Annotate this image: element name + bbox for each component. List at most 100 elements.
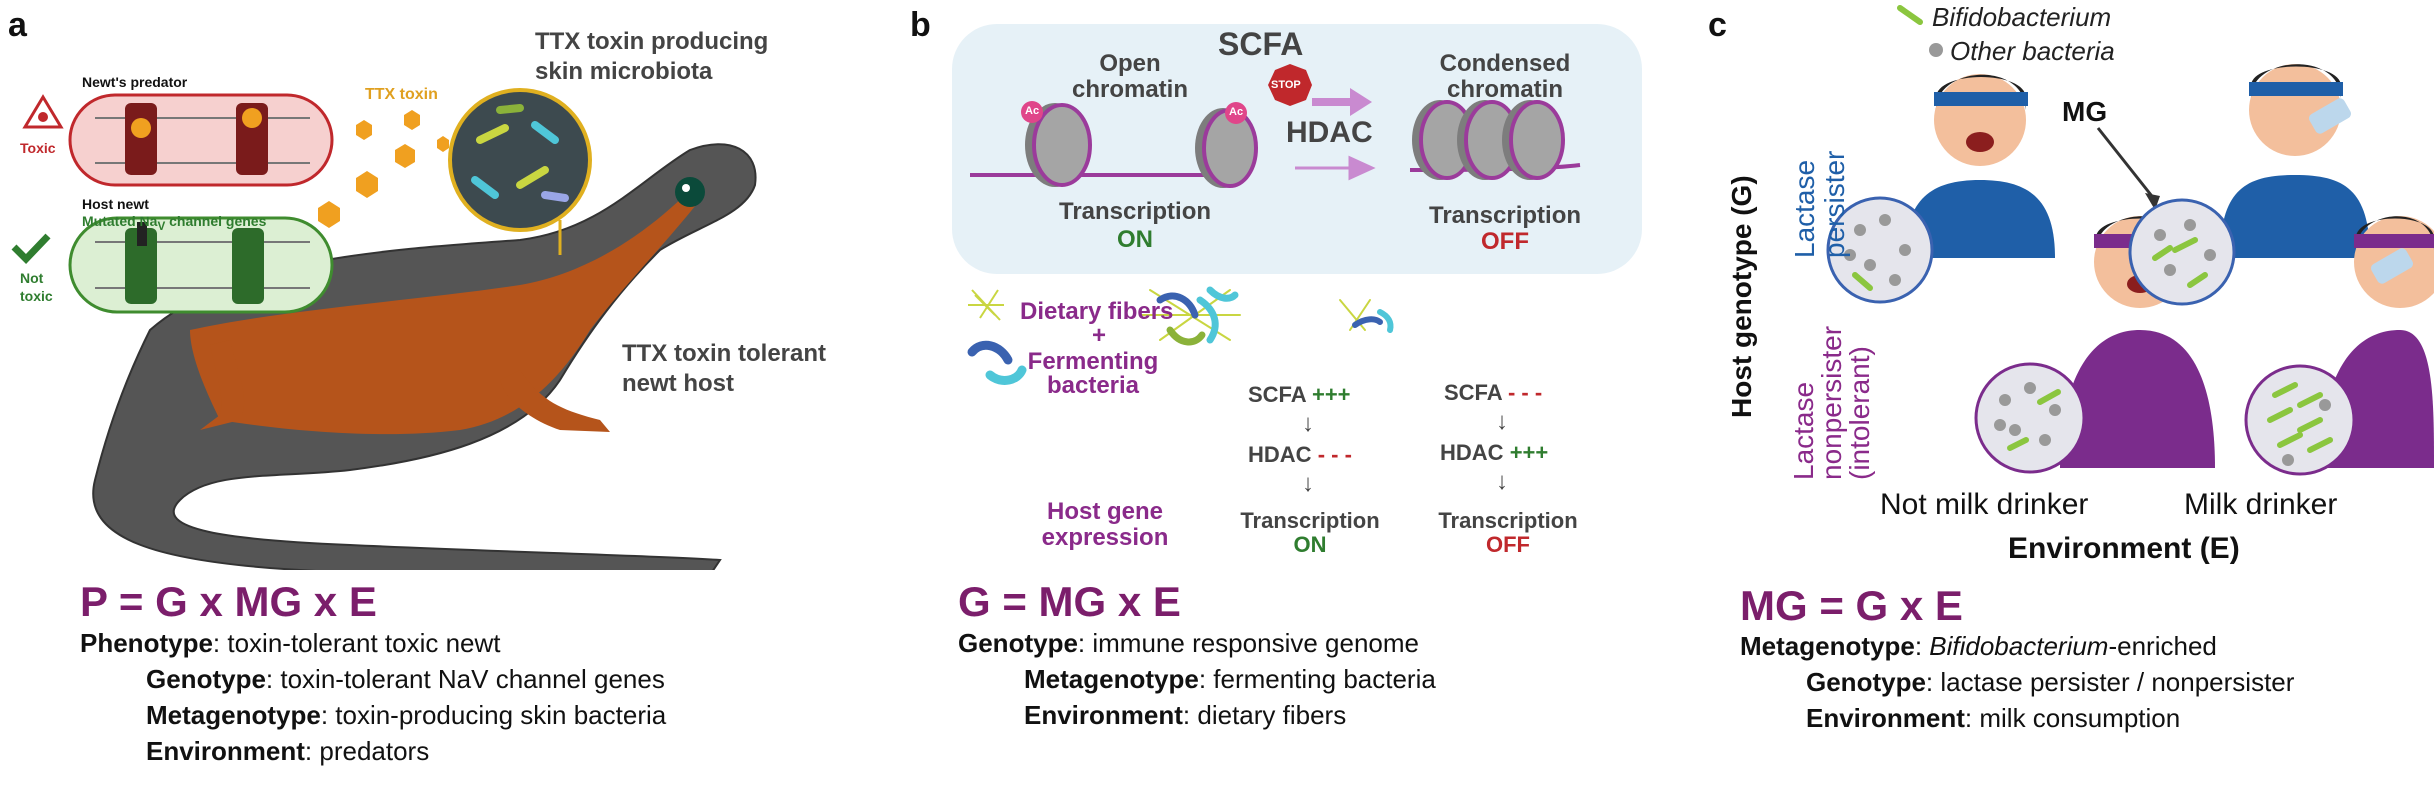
scfa-high-label: SCFA +++ bbox=[1248, 382, 1351, 407]
panel-c-line-genotype: Genotype: lactase persister / nonpersist… bbox=[1806, 667, 2295, 697]
few-fiber-bacteria bbox=[1339, 299, 1394, 333]
host-genotype-axis-label: Host genotype (G) bbox=[1726, 175, 1757, 418]
legend-bifido-swatch bbox=[1897, 5, 1923, 25]
newt-eye bbox=[675, 177, 705, 207]
gut-circle-nonpersister-not-milk bbox=[1974, 362, 2086, 474]
ac-mark-2: Ac bbox=[1229, 106, 1244, 118]
panel-b-line-genotype: Genotype: immune responsive genome bbox=[958, 628, 1419, 658]
newt-front-leg bbox=[500, 370, 610, 432]
panel-b-line-environment: Environment: dietary fibers bbox=[1024, 700, 1347, 730]
condensed-chromatin-label-2: chromatin bbox=[1446, 76, 1563, 103]
milk-bottle-top bbox=[2309, 98, 2351, 134]
environment-axis-label: Environment (E) bbox=[2008, 532, 2240, 565]
stop-label: STOP bbox=[1271, 79, 1301, 91]
chromatin-background bbox=[952, 24, 1642, 274]
lactase-persister-label: Lactase persister bbox=[1789, 150, 1850, 258]
gut-circle-nonpersister-milk bbox=[2244, 364, 2356, 476]
tolerant-label-2: newt host bbox=[622, 370, 734, 397]
fermenting-bacteria-icon bbox=[967, 340, 1027, 385]
hdac-high-label: HDAC +++ bbox=[1440, 440, 1549, 465]
open-chromatin-label-2: chromatin bbox=[1071, 76, 1188, 103]
not-toxic-label-2: toxic bbox=[20, 288, 53, 304]
panel-b-description: Genotype: immune responsive genome Metag… bbox=[958, 625, 1436, 733]
newt-belly bbox=[190, 190, 700, 435]
host-gene-label-1: Host gene bbox=[1046, 498, 1163, 525]
panel-c-label: c bbox=[1708, 6, 1727, 44]
arrow-1: ↓ bbox=[1302, 410, 1314, 437]
tolerant-label-1: TTX toxin tolerant bbox=[622, 340, 826, 367]
predator-membrane-box bbox=[68, 93, 334, 187]
ttx-toxin-hexagons bbox=[318, 110, 449, 228]
stop-sign bbox=[1268, 64, 1312, 106]
panel-c-description: Metagenotype: Bifidobacterium-enriched G… bbox=[1740, 628, 2294, 736]
panel-b-line-metagenotype: Metagenotype: fermenting bacteria bbox=[1024, 664, 1436, 694]
not-toxic-check-icon bbox=[11, 233, 51, 265]
panel-a-line-metagenotype: Metagenotype: toxin-producing skin bacte… bbox=[146, 700, 667, 730]
mutated-channel-label: Mutated NaV channel genes bbox=[82, 213, 267, 233]
panel-a-line-genotype: Genotype: toxin-tolerant NaV channel gen… bbox=[146, 664, 665, 694]
panel-c-line-metagenotype: Metagenotype: Bifidobacterium-enriched bbox=[1740, 631, 2217, 661]
open-chromatin-nucleosomes bbox=[970, 101, 1258, 188]
toxic-warning-icon bbox=[22, 94, 64, 129]
panel-c-line-environment: Environment: milk consumption bbox=[1806, 703, 2181, 733]
microbiota-bacteria bbox=[471, 104, 569, 202]
not-milk-drinker-label: Not milk drinker bbox=[1880, 488, 2089, 521]
scfa-label: SCFA bbox=[1218, 26, 1304, 62]
not-toxic-label-1: Not bbox=[20, 270, 44, 286]
lactase-diagram bbox=[1826, 5, 2434, 476]
mg-label: MG bbox=[2062, 96, 2108, 127]
newts-predator-label: Newt's predator bbox=[82, 74, 188, 90]
microbiota-label-1: TTX toxin producing bbox=[535, 28, 769, 55]
microbiota-label-2: skin microbiota bbox=[535, 58, 713, 85]
newt-illustration bbox=[11, 88, 757, 570]
dietary-fibers-label: Dietary fibers bbox=[1020, 298, 1174, 325]
lactase-nonpersister-label: Lactase nonpersister (intolerant) bbox=[1788, 325, 1875, 480]
toxic-label: Toxic bbox=[20, 140, 56, 156]
condensed-chromatin-label-1: Condensed bbox=[1439, 50, 1571, 77]
panel-a-description: Phenotype: toxin-tolerant toxic newt Gen… bbox=[80, 625, 666, 769]
dietary-fiber-icon bbox=[968, 289, 1004, 321]
fermenting-label-2: bacteria bbox=[1046, 372, 1140, 399]
panel-a-line-environment: Environment: predators bbox=[146, 736, 430, 766]
transcription-on-status: ON bbox=[1117, 226, 1153, 253]
hdac-arrow bbox=[1295, 155, 1376, 181]
open-chromatin-label-1: Open bbox=[1099, 50, 1161, 77]
transcription-on-label-2: Transcription bbox=[1240, 508, 1380, 533]
transcription-off-label: Transcription bbox=[1428, 202, 1582, 229]
transcription-on-status-2: ON bbox=[1293, 532, 1327, 557]
gut-circle-persister-milk bbox=[2128, 198, 2236, 306]
transcription-on-label: Transcription bbox=[1058, 198, 1212, 225]
host-channel-2 bbox=[232, 228, 264, 304]
newt-back-leg bbox=[200, 340, 245, 430]
milk-drinker-label: Milk drinker bbox=[2184, 488, 2338, 521]
condensed-chromatin-nucleosomes bbox=[1409, 100, 1581, 180]
panel-a-line-phenotype: Phenotype: toxin-tolerant toxic newt bbox=[80, 628, 501, 658]
host-newt-label: Host newt bbox=[82, 196, 149, 212]
transcription-off-status: OFF bbox=[1481, 228, 1529, 255]
legend-bifido-label: Bifidobacterium bbox=[1932, 2, 2112, 32]
arrow-4: ↓ bbox=[1496, 468, 1508, 495]
panel-b-equation: G = MG x E bbox=[958, 578, 1181, 625]
host-channel-1 bbox=[125, 228, 157, 304]
plus-label: + bbox=[1092, 322, 1107, 349]
mg-arrow bbox=[2096, 127, 2157, 201]
hdac-low-label: HDAC - - - bbox=[1248, 442, 1352, 467]
gut-circle-persister-not-milk bbox=[1826, 196, 1934, 304]
fermenting-label-1: Fermenting bbox=[1027, 348, 1159, 375]
panel-a-equation: P = G x MG x E bbox=[80, 578, 377, 625]
arrow-2: ↓ bbox=[1302, 470, 1314, 497]
chromatin-diagram bbox=[952, 24, 1642, 385]
hdac-label: HDAC bbox=[1286, 116, 1373, 149]
arrow-3: ↓ bbox=[1496, 408, 1508, 435]
panel-b-label: b bbox=[910, 6, 931, 44]
ttx-toxin-label: TTX toxin bbox=[365, 86, 438, 103]
ac-mark-1: Ac bbox=[1025, 105, 1040, 117]
person-persister-not-milk bbox=[1905, 74, 2055, 258]
panel-a-label: a bbox=[8, 6, 27, 44]
fiber-bacteria-cluster bbox=[1139, 286, 1241, 346]
host-gene-label-2: expression bbox=[1041, 524, 1169, 551]
predator-channel-1 bbox=[125, 103, 157, 175]
legend-other-label: Other bacteria bbox=[1950, 36, 2115, 66]
transcription-off-status-2: OFF bbox=[1486, 532, 1530, 557]
scfa-arrow bbox=[1312, 88, 1372, 116]
